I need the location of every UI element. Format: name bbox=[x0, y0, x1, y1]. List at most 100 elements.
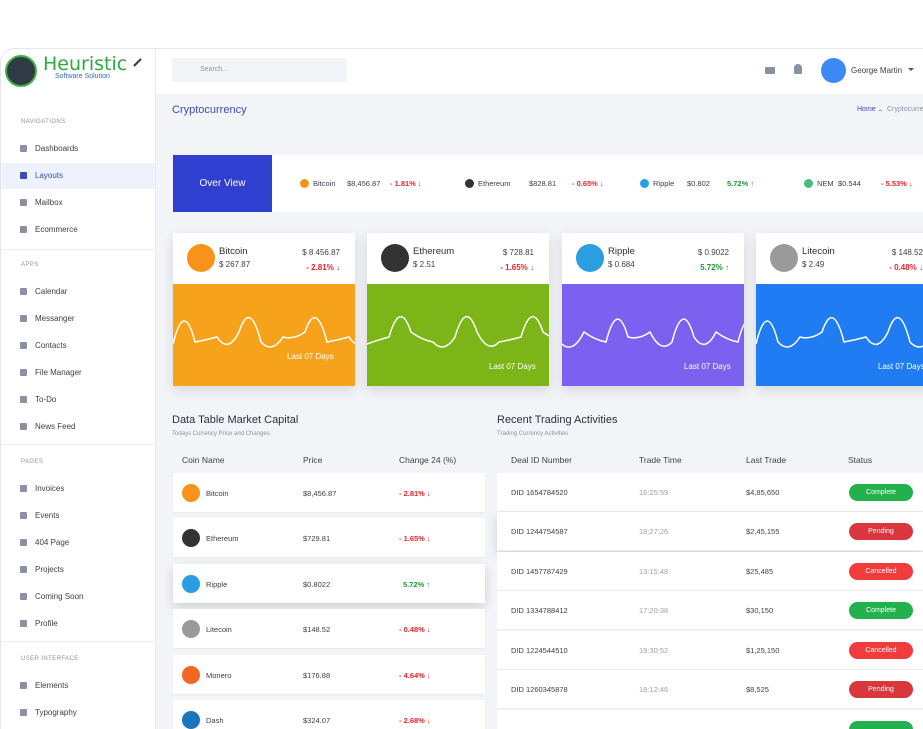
wave-line bbox=[756, 317, 923, 348]
avatar[interactable] bbox=[821, 58, 846, 83]
market-header: Change 24 (%) bbox=[399, 455, 457, 465]
sidebar-section: USER INTERFACE bbox=[21, 656, 79, 662]
sidebar-item[interactable]: 404 Page bbox=[35, 538, 70, 547]
sidebar-icon bbox=[20, 593, 27, 600]
coin-change: 5.72% bbox=[403, 580, 430, 589]
deal-id: DID 1654784520 bbox=[511, 488, 568, 497]
sidebar-item[interactable]: To-Do bbox=[35, 395, 57, 404]
coin-icon bbox=[182, 711, 200, 729]
bell-icon[interactable] bbox=[794, 64, 802, 74]
market-header: Coin Name bbox=[182, 455, 225, 465]
sidebar-item[interactable]: Projects bbox=[35, 565, 64, 574]
market-row: Ripple $0.8022 5.72% bbox=[173, 563, 485, 603]
card-wave bbox=[756, 317, 923, 348]
coin-price: $324.07 bbox=[303, 716, 331, 725]
status-badge[interactable]: Complete bbox=[849, 484, 913, 501]
deal-id: DID 1244754587 bbox=[511, 527, 568, 537]
trading-row: DID 1654784520 16:25:59 $4,85,650 Complete bbox=[497, 473, 923, 512]
sidebar-icon bbox=[20, 485, 27, 492]
sidebar-item[interactable]: Mailbox bbox=[35, 198, 63, 207]
sidebar-divider bbox=[1, 641, 156, 642]
coin-change: - 2.68% bbox=[399, 716, 431, 725]
card-price: $ 0.9022 bbox=[697, 248, 729, 257]
status-badge[interactable]: Cancelled bbox=[849, 641, 913, 659]
deal-id: DID 1224544510 bbox=[511, 645, 568, 655]
ticker-name: Ripple bbox=[653, 179, 675, 188]
card-period: Last 07 Days bbox=[684, 362, 731, 371]
breadcrumb-home[interactable]: Home bbox=[857, 106, 876, 113]
trade-time: 19:30:52 bbox=[639, 645, 669, 655]
sidebar-divider bbox=[1, 249, 156, 250]
user-name[interactable]: George Martin bbox=[851, 66, 903, 75]
ticker-name: Bitcoin bbox=[313, 179, 336, 188]
sidebar-item[interactable]: Ecommerce bbox=[35, 225, 78, 234]
coin-price: $176.88 bbox=[303, 670, 331, 680]
sidebar-item[interactable]: File Manager bbox=[35, 368, 82, 377]
sidebar-item[interactable]: Calendar bbox=[35, 287, 68, 296]
coin-icon bbox=[182, 484, 200, 502]
sidebar-item[interactable]: Events bbox=[35, 511, 60, 520]
trading-row: DID 1260345878 18:12:46 $8,525 Pending bbox=[497, 670, 923, 709]
sidebar-item[interactable]: Elements bbox=[35, 681, 69, 690]
card-chart-bg bbox=[367, 284, 549, 386]
sidebar-item[interactable]: Layouts bbox=[35, 171, 64, 180]
trade-time: 18:27:26 bbox=[639, 527, 669, 537]
status-badge[interactable]: Cancelled bbox=[849, 562, 913, 580]
search-placeholder: Search... bbox=[200, 66, 229, 73]
status-badge[interactable]: Complete bbox=[849, 602, 913, 620]
coin-icon bbox=[182, 620, 200, 639]
sidebar-item[interactable]: Coming Soon bbox=[35, 592, 84, 601]
card-wave bbox=[367, 316, 549, 348]
sidebar-item[interactable]: Messanger bbox=[35, 314, 75, 323]
sidebar-icon bbox=[20, 288, 27, 295]
sidebar-icon bbox=[20, 566, 27, 573]
trading-header: Status bbox=[848, 455, 873, 465]
status-badge[interactable]: Pending bbox=[849, 523, 913, 541]
status-badge-partial bbox=[849, 721, 913, 729]
card-price: $ 728.81 bbox=[502, 248, 534, 257]
coin-change: - 2.81% bbox=[399, 489, 431, 498]
sidebar-item[interactable]: News Feed bbox=[35, 422, 76, 431]
ticker-change: - 5.53% bbox=[881, 179, 913, 188]
coin-price: $729.81 bbox=[303, 534, 331, 544]
sidebar-item[interactable]: Profile bbox=[35, 619, 58, 628]
mail-icon[interactable] bbox=[765, 67, 775, 74]
ticker-icon bbox=[640, 179, 649, 188]
sidebar-section: PAGES bbox=[21, 459, 44, 465]
trading-row: DID 1334788412 17:20:38 $30,150 Complete bbox=[497, 591, 923, 631]
card-wave bbox=[173, 317, 355, 348]
wave-line bbox=[173, 317, 355, 348]
sidebar-item[interactable]: Invoices bbox=[35, 484, 65, 493]
status-badge[interactable]: Pending bbox=[849, 681, 913, 698]
wave-line bbox=[562, 318, 744, 348]
sidebar-icon bbox=[20, 315, 27, 322]
trade-time: 16:25:59 bbox=[639, 488, 669, 497]
breadcrumb-sep bbox=[879, 110, 882, 111]
sidebar-item[interactable]: Typography bbox=[35, 708, 77, 717]
coin-change: - 0.48% bbox=[399, 625, 431, 634]
coin-icon bbox=[182, 529, 200, 548]
market-row: Dash $324.07 - 2.68% bbox=[173, 700, 485, 729]
sidebar-icon bbox=[20, 396, 27, 403]
sidebar-icon bbox=[20, 145, 27, 152]
card-period: Last 07 Days bbox=[489, 362, 536, 371]
market-subtitle: Todays Currency Price and Changes bbox=[172, 431, 270, 437]
ticker-change: - 1.81% bbox=[390, 179, 422, 188]
ticker-change: - 0.65% bbox=[572, 179, 604, 188]
search-box[interactable] bbox=[172, 58, 347, 82]
ticker-price: $0.544 bbox=[838, 179, 861, 188]
card-change: - 1.65% bbox=[367, 263, 534, 272]
trading-header: Trade Time bbox=[639, 455, 682, 465]
logo-mark bbox=[5, 55, 37, 87]
sidebar-item[interactable]: Contacts bbox=[35, 341, 67, 350]
crypto-card: Ethereum$ 2.51$ 728.81- 1.65%Last 07 Day… bbox=[367, 233, 549, 386]
last-trade: $2,45,155 bbox=[746, 527, 780, 537]
ticker-name: Ethereum bbox=[478, 179, 511, 188]
market-title: Data Table Market Capital bbox=[172, 414, 299, 426]
sidebar-item[interactable]: Dashboards bbox=[35, 144, 79, 153]
market-header: Price bbox=[303, 455, 323, 465]
ticker-icon bbox=[804, 179, 813, 188]
ticker-icon bbox=[465, 179, 474, 188]
